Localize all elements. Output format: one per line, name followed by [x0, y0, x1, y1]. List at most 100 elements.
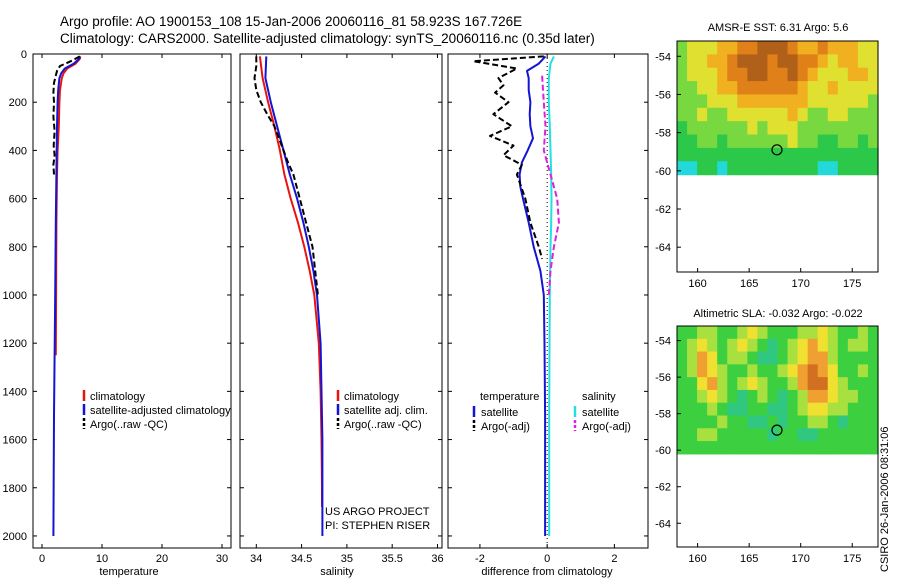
difference-x-axis-label: difference from climatology — [481, 566, 613, 578]
sst-heatmap-cell — [737, 147, 748, 162]
sla-heatmap-cell — [727, 389, 738, 404]
sla-heatmap-cell — [707, 326, 718, 340]
sst-heatmap-cell — [787, 67, 799, 82]
sla-heatmap-cell — [687, 351, 698, 365]
sla-heatmap-cell — [857, 441, 869, 455]
sst-heatmap-cell — [767, 94, 779, 109]
sst-heatmap-cell — [797, 81, 809, 96]
sst-heatmap-cell — [707, 94, 718, 109]
sst-heatmap-cell — [737, 81, 748, 96]
sla-heatmap-cell — [827, 428, 839, 442]
sla-heatmap-cell — [757, 428, 769, 442]
difference-legend-label: satellite — [481, 407, 518, 419]
sst-heatmap-cell — [857, 134, 869, 149]
sst-heatmap-cell — [717, 54, 728, 69]
sla-heatmap-cell — [747, 364, 758, 378]
sla-heatmap-cell — [687, 415, 698, 429]
sst-heatmap-cell — [747, 54, 758, 69]
sla-heatmap-cell — [787, 415, 799, 429]
sla-heatmap-cell — [827, 415, 839, 429]
sst-heatmap-cell — [727, 67, 738, 82]
sst-heatmap-cell — [777, 41, 789, 55]
sst-heatmap-cell — [797, 147, 809, 162]
sla-heatmap-cell — [797, 402, 809, 417]
sst-heatmap-cell — [817, 147, 829, 162]
temperature-series-line — [54, 56, 82, 356]
sst-heatmap-cell — [827, 67, 839, 82]
sst-heatmap-cell — [857, 54, 869, 69]
sla-heatmap-cell — [767, 428, 779, 442]
sla-heatmap-cell — [727, 338, 738, 353]
temperature-legend-label: satellite-adjusted climatology — [90, 405, 231, 417]
sst-heatmap-cell — [867, 41, 879, 55]
sla-heatmap-cell — [707, 338, 718, 353]
sst-heatmap-cell — [797, 94, 809, 109]
sla-heatmap-cell — [737, 377, 748, 391]
sla-heatmap-cell — [757, 377, 769, 391]
sst-heatmap-cell — [837, 107, 849, 122]
sst-heatmap-cell — [677, 161, 688, 176]
sla-heatmap-cell — [837, 338, 849, 353]
sst-heatmap-cell — [787, 94, 799, 109]
sst-heatmap-cell — [837, 147, 849, 162]
sla-heatmap-cell — [677, 326, 688, 340]
sla-heatmap-cell — [727, 377, 738, 391]
sla-heatmap-cell — [817, 441, 829, 455]
sst-heatmap-cell — [727, 41, 738, 55]
sst-heatmap-cell — [707, 81, 718, 96]
sst-heatmap-cell — [757, 161, 769, 176]
sst-heatmap-cell — [847, 147, 859, 162]
sla-heatmap-cell — [787, 402, 799, 417]
sla-heatmap-cell — [777, 389, 789, 404]
sst-heatmap-cell — [787, 147, 799, 162]
sla-heatmap-cell — [867, 389, 879, 404]
sst-heatmap-cell — [837, 134, 849, 149]
sst-heatmap-cell — [867, 147, 879, 162]
sst-heatmap-cell — [797, 67, 809, 82]
sla-x-tick-label: 160 — [688, 553, 706, 565]
sla-y-tick-label: -54 — [655, 336, 671, 348]
sst-heatmap-cell — [847, 161, 859, 176]
sst-heatmap-cell — [727, 54, 738, 69]
sst-heatmap-cell — [697, 107, 708, 122]
sst-heatmap-cell — [747, 107, 758, 122]
depth-tick-label: 1600 — [3, 435, 27, 447]
sst-heatmap-cell — [837, 54, 849, 69]
sla-heatmap-cell — [857, 415, 869, 429]
temperature-legend-label: Argo(..raw -QC) — [90, 419, 168, 431]
sst-heatmap-cell — [707, 107, 718, 122]
sla-heatmap-cell — [847, 428, 859, 442]
sst-heatmap-cell — [797, 41, 809, 55]
sst-heatmap-cell — [827, 94, 839, 109]
sst-heatmap-cell — [847, 107, 859, 122]
sst-heatmap-cell — [717, 134, 728, 149]
sst-heatmap-cell — [767, 134, 779, 149]
sla-heatmap-cell — [867, 415, 879, 429]
salinity-legend-label: climatology — [344, 391, 400, 403]
salinity-x-axis-label: salinity — [320, 566, 354, 578]
sla-heatmap-cell — [857, 377, 869, 391]
sla-y-tick-label: -56 — [655, 372, 671, 384]
sla-heatmap-cell — [707, 441, 718, 455]
sla-heatmap-cell — [777, 441, 789, 455]
sla-heatmap-cell — [717, 402, 728, 417]
sst-argo-location-marker — [771, 144, 783, 156]
sla-heatmap-cell — [837, 415, 849, 429]
sla-heatmap-cell — [777, 364, 789, 378]
sst-heatmap-cell — [807, 54, 819, 69]
temperature-profile-panel: temperature 0 10 20 30 0 200 400 600 800 1000 1200… — [3, 49, 232, 578]
sst-heatmap-cell — [817, 134, 829, 149]
sst-heatmap-cell — [717, 81, 728, 96]
sla-heatmap-cell — [677, 338, 688, 353]
sla-heatmap-cell — [837, 377, 849, 391]
sla-heatmap-cell — [827, 326, 839, 340]
sla-heatmap-cell — [837, 441, 849, 455]
sla-heatmap-cell — [787, 364, 799, 378]
sla-heatmap-cell — [777, 351, 789, 365]
sla-heatmap-cell — [827, 351, 839, 365]
sst-heatmap-cell — [687, 94, 698, 109]
sst-heatmap-cell — [757, 121, 769, 136]
sst-heatmap-cell — [827, 81, 839, 96]
sla-heatmap-cell — [797, 415, 809, 429]
sst-heatmap-cell — [777, 134, 789, 149]
